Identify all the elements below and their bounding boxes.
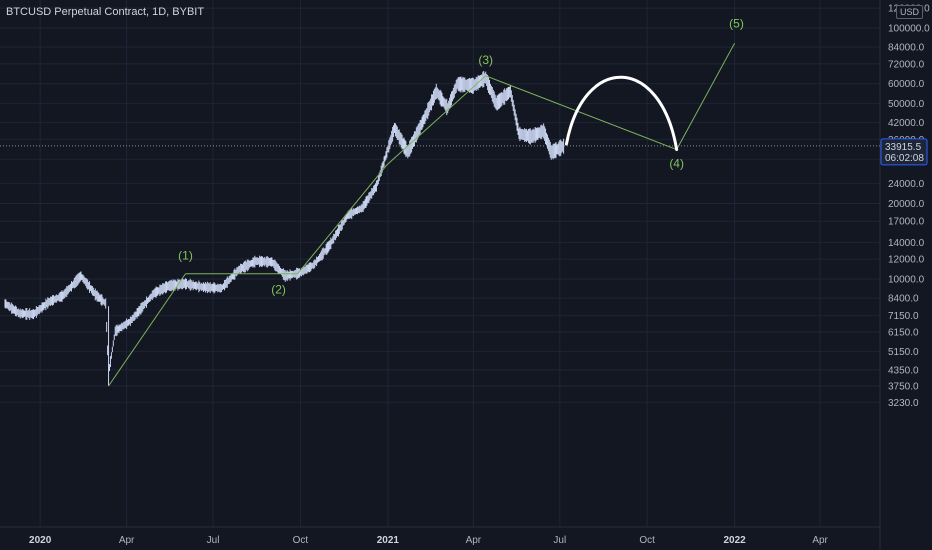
wave-label: (2) (271, 282, 286, 296)
price-tick-label: 100000.0 (888, 24, 930, 35)
wave-label: (1) (178, 249, 193, 263)
price-tick-label: 8400.0 (888, 294, 919, 305)
price-bars (4, 71, 565, 386)
elliott-wave-lines (108, 42, 736, 387)
price-tag-box (880, 138, 928, 166)
chart-title: BTCUSD Perpetual Contract, 1D, BYBIT (6, 6, 205, 18)
wave-line-2a (297, 164, 388, 275)
projection-curve (564, 75, 679, 152)
time-tick-label: 2021 (377, 535, 400, 546)
wave-label: (3) (478, 53, 493, 67)
time-tick-label: Apr (119, 535, 135, 546)
price-tick-label: 10000.0 (888, 275, 925, 286)
price-tick-label: 17000.0 (888, 217, 925, 228)
current-price-tag: 33915.5 06:02:08 (880, 138, 928, 166)
time-tick-label: Jul (207, 535, 220, 546)
wave-line-4 (676, 42, 736, 150)
time-tick-label: Oct (293, 535, 309, 546)
time-tick-label: 2022 (723, 535, 746, 546)
price-tick-label: 24000.0 (888, 179, 925, 190)
time-axis[interactable]: 2020 Apr Jul Oct 2021 Apr Jul Oct 2022 Apr (29, 535, 829, 546)
price-tick-label: 4350.0 (888, 365, 919, 376)
price-tick-label: 6150.0 (888, 328, 919, 339)
currency-label[interactable]: USD (896, 5, 924, 19)
grid-lines (0, 0, 880, 527)
wave-labels: (1) (2) (3) (4) (5) (178, 16, 744, 296)
price-tick-label: 84000.0 (888, 43, 925, 54)
time-tick-label: Apr (466, 535, 482, 546)
wave-label: (4) (669, 157, 684, 171)
wave-line-3 (485, 75, 677, 151)
price-tick-label: 14000.0 (888, 238, 925, 249)
price-tick-label: 3230.0 (888, 398, 919, 409)
countdown-value: 06:02:08 (885, 153, 924, 164)
current-price-value: 33915.5 (885, 142, 922, 153)
price-tick-label: 3750.0 (888, 382, 919, 393)
price-tick-label: 7150.0 (888, 311, 919, 322)
price-tick-label: 42000.0 (888, 118, 925, 129)
time-tick-label: Oct (639, 535, 655, 546)
time-tick-label: Jul (553, 535, 566, 546)
wave-line-1 (108, 273, 186, 387)
time-tick-label: Apr (812, 535, 828, 546)
wave-label: (5) (729, 16, 744, 30)
price-tick-label: 5150.0 (888, 347, 919, 358)
time-tick-label: 2020 (29, 535, 52, 546)
wave-line-2b (386, 75, 487, 166)
price-tick-label: 12000.0 (888, 255, 925, 266)
price-tick-label: 50000.0 (888, 99, 925, 110)
price-tick-label: 72000.0 (888, 59, 925, 70)
price-tick-label: 60000.0 (888, 79, 925, 90)
price-tick-label: 20000.0 (888, 199, 925, 210)
